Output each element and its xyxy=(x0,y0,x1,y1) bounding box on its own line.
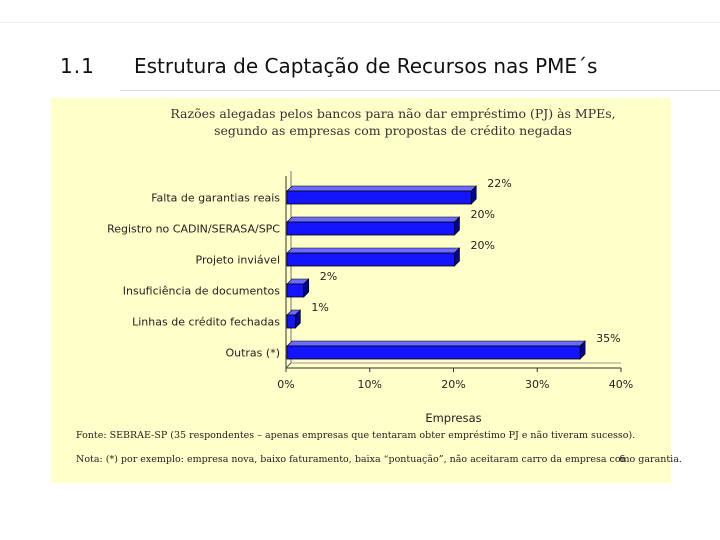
data-label: 1% xyxy=(311,301,328,314)
category-label: Registro no CADIN/SERASA/SPC xyxy=(107,223,280,236)
chart-panel: Razões alegadas pelos bancos para não da… xyxy=(51,98,682,483)
footnote: Nota: (*) por exemplo: empresa nova, bai… xyxy=(76,454,682,465)
bar xyxy=(286,345,581,360)
section-number: 1.1 xyxy=(60,54,95,78)
bar xyxy=(286,283,305,298)
page-number: 6 xyxy=(619,454,626,465)
bar-top-face xyxy=(286,340,586,347)
bar xyxy=(286,252,455,267)
data-label: 20% xyxy=(471,208,495,221)
data-label: 20% xyxy=(471,239,495,252)
x-tick-label: 10% xyxy=(358,378,382,391)
category-label: Outras (*) xyxy=(225,347,280,360)
floor-corner xyxy=(285,362,292,369)
x-tick-label: 40% xyxy=(609,378,633,391)
data-label: 22% xyxy=(487,177,511,190)
top-divider xyxy=(0,22,720,23)
x-tick-label: 30% xyxy=(525,378,549,391)
bar xyxy=(286,190,472,205)
slide-title: Estrutura de Captação de Recursos nas PM… xyxy=(134,54,598,78)
category-label: Insuficiência de documentos xyxy=(123,285,281,298)
bar-top-face xyxy=(286,185,477,192)
data-label: 35% xyxy=(596,332,620,345)
title-divider xyxy=(120,90,720,91)
bar-chart: 0% 10% 20% 30% 40% Empresas Falta de garantias… xyxy=(107,171,633,425)
category-label: Projeto inviável xyxy=(196,254,280,267)
category-label: Linhas de crédito fechadas xyxy=(132,316,280,329)
x-axis-label: Empresas xyxy=(425,411,481,425)
bar-top-face xyxy=(286,247,461,254)
x-tick-label: 0% xyxy=(277,378,294,391)
source-note: Fonte: SEBRAE-SP (35 respondentes – apen… xyxy=(76,430,636,441)
bar xyxy=(286,314,296,329)
bar-top-face xyxy=(286,216,461,223)
category-label: Falta de garantias reais xyxy=(151,192,280,205)
x-tick-label: 20% xyxy=(441,378,465,391)
chart-title: Razões alegadas pelos bancos para não da… xyxy=(170,106,616,138)
data-label: 2% xyxy=(320,270,337,283)
bar xyxy=(286,221,455,236)
